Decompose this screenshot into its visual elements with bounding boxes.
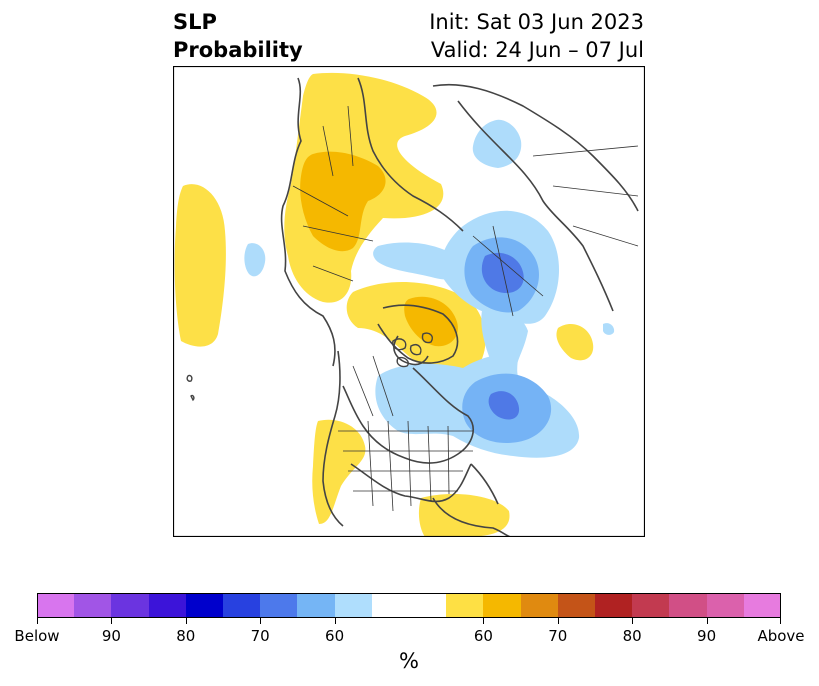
below-region-small-pacific [603,323,615,335]
colorbar-swatch [297,593,336,618]
title-line-1: SLP [173,10,217,34]
colorbar-swatch [669,593,708,618]
forecast-dates: Init: Sat 03 Jun 2023 Valid: 24 Jun – 07… [429,8,644,64]
colorbar-tick-label: Below [14,627,60,645]
title-line-2: Probability [173,38,303,62]
colorbar-tick-label: 60 [325,627,345,645]
below-deep-siberia [481,252,524,294]
colorbar-swatch [111,593,150,618]
colorbar-tick-label: 80 [622,627,642,645]
above-core-europe [300,151,386,252]
colorbar-swatch [557,593,596,618]
map-frame [173,66,645,537]
below-region-kara [373,242,467,280]
colorbar-swatch [74,593,112,618]
colorbar-tick [557,618,559,624]
colorbar-tick [706,618,708,624]
colorbar-tick-label: 60 [473,627,493,645]
colorbar-unit-label: % [399,649,419,673]
colorbar-tick-label: 90 [697,627,717,645]
below-region-nw-atlantic [244,243,266,277]
colorbar-tick-label: 90 [101,627,121,645]
colorbar-swatch [334,593,373,618]
colorbar-swatch [595,593,633,618]
colorbar-tick [483,618,485,624]
coastlines [280,77,639,537]
colorbar-swatch [37,593,75,618]
init-date-label: Init: Sat 03 Jun 2023 [429,10,644,34]
colorbar-tick-label: Above [757,627,805,645]
colorbar-tick-label: 70 [548,627,568,645]
colorbar-tick [185,618,187,624]
valid-date-label: Valid: 24 Jun – 07 Jul [430,38,644,62]
colorbar-tick [334,618,336,624]
colorbar-swatch [446,593,484,618]
colorbar-tick [260,618,262,624]
colorbar-swatch [743,593,782,618]
colorbar [37,593,782,618]
colorbar-frame [37,593,781,618]
colorbar-swatch [520,593,559,618]
probability-map [173,66,645,537]
colorbar-tick [780,618,781,624]
above-region-gulf [418,494,510,537]
above-core-greenland [404,296,458,347]
colorbar-swatch [185,593,224,618]
colorbar-swatch [260,593,298,618]
above-region-atlantic [174,184,226,347]
colorbar-swatch [483,593,522,618]
colorbar-tick-label: 80 [176,627,196,645]
below-deep-atlantic [488,391,520,420]
chart-title: SLP Probability [173,8,303,64]
colorbar-tick [111,618,113,624]
colorbar-swatch [706,593,745,618]
colorbar-swatch [632,593,670,618]
colorbar-swatch [371,593,410,618]
colorbar-swatch [409,593,447,618]
above-region-pacific [556,323,594,361]
colorbar-tick-label: 70 [250,627,270,645]
colorbar-swatch [148,593,187,618]
arctic-islands [186,332,433,402]
colorbar-tick [632,618,634,624]
colorbar-swatch [223,593,261,618]
state-borders [292,105,639,512]
colorbar-tick [37,618,38,624]
